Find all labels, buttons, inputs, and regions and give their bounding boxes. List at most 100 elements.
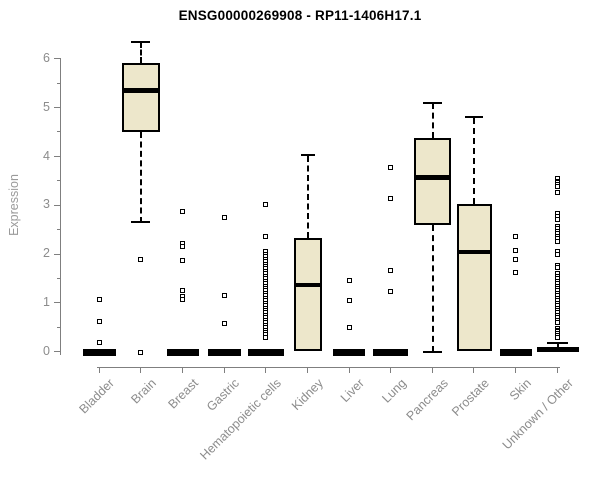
outlier-point — [346, 278, 352, 284]
y-tick-minor — [56, 277, 60, 279]
collapsed-box-4 — [247, 349, 284, 356]
x-axis-line — [97, 366, 560, 368]
outlier-point — [180, 296, 186, 302]
box-1 — [121, 62, 160, 133]
outlier-point — [555, 216, 561, 222]
outlier-point — [263, 233, 269, 239]
upper-whisker — [306, 155, 309, 238]
outlier-point — [388, 195, 394, 201]
x-tick — [390, 366, 392, 373]
upper-whisker-cap — [547, 341, 569, 344]
outlier-point — [263, 334, 269, 340]
lower-whisker — [431, 224, 434, 352]
outlier-point — [180, 243, 186, 249]
lower-whisker-cap — [423, 350, 443, 353]
outlier-point — [96, 296, 102, 302]
chart-title: ENSG00000269908 - RP11-1406H17.1 — [178, 8, 422, 23]
y-tick-minor — [56, 131, 60, 133]
outlier-point — [388, 268, 394, 274]
upper-whisker-cap — [300, 154, 315, 157]
x-tick — [98, 366, 100, 373]
y-tick-label: 2 — [43, 246, 50, 261]
x-tick — [348, 366, 350, 373]
outlier-point — [555, 184, 561, 190]
y-tick-major — [53, 351, 60, 353]
x-tick — [181, 366, 183, 373]
upper-whisker-cap — [131, 40, 151, 43]
outlier-point — [221, 321, 227, 327]
y-tick-label: 3 — [43, 197, 50, 212]
outlier-point — [221, 293, 227, 299]
outlier-point — [388, 289, 394, 295]
upper-whisker-cap — [465, 116, 484, 119]
y-tick-minor — [56, 180, 60, 182]
outlier-point — [180, 209, 186, 215]
collapsed-box-0 — [82, 349, 116, 356]
y-tick-label: 1 — [43, 295, 50, 310]
y-tick-minor — [56, 82, 60, 84]
x-tick — [473, 366, 475, 373]
outlier-point — [96, 340, 102, 346]
collapsed-box-10 — [499, 349, 532, 356]
outlier-point — [138, 256, 144, 262]
y-tick-major — [53, 155, 60, 157]
outlier-point — [513, 257, 519, 263]
outlier-point — [555, 320, 561, 326]
outlier-point — [138, 349, 144, 355]
outlier-point — [346, 325, 352, 331]
y-tick-label: 6 — [43, 50, 50, 65]
y-tick-label: 5 — [43, 99, 50, 114]
outlier-point — [180, 288, 186, 294]
outlier-point — [221, 215, 227, 221]
outlier-point — [555, 334, 561, 340]
outlier-point — [555, 264, 561, 270]
y-tick-label: 0 — [43, 344, 50, 358]
x-tick — [223, 366, 225, 373]
y-tick-major — [53, 253, 60, 255]
y-tick-major — [53, 204, 60, 206]
lower-whisker-cap — [131, 221, 151, 224]
median-8 — [414, 175, 452, 180]
x-tick — [431, 366, 433, 373]
collapsed-box-7 — [373, 349, 409, 356]
x-tick — [306, 366, 308, 373]
outlier-point — [555, 251, 561, 257]
box-5 — [293, 237, 322, 352]
median-9 — [456, 249, 492, 255]
outlier-point — [555, 238, 561, 244]
y-tick-minor — [56, 326, 60, 328]
y-axis-label: Expression — [7, 174, 21, 236]
outlier-point — [513, 269, 519, 275]
outlier-point — [513, 248, 519, 254]
upper-whisker — [473, 117, 476, 204]
outlier-point — [263, 201, 269, 207]
collapsed-box-6 — [333, 349, 366, 356]
box-9 — [456, 203, 492, 352]
outlier-point — [555, 190, 561, 196]
upper-whisker — [556, 343, 559, 348]
outlier-point — [96, 319, 102, 325]
outlier-point — [346, 298, 352, 304]
x-tick — [556, 366, 558, 373]
upper-whisker — [431, 102, 434, 139]
y-tick-major — [53, 302, 60, 304]
box-8 — [414, 138, 452, 225]
collapsed-box-2 — [166, 349, 199, 356]
y-tick-label: 4 — [43, 148, 50, 163]
y-tick-major — [53, 58, 60, 60]
median-5 — [293, 282, 322, 288]
y-tick-minor — [56, 229, 60, 231]
outlier-point — [388, 164, 394, 170]
x-tick — [265, 366, 267, 373]
median-11 — [536, 346, 579, 352]
collapsed-box-3 — [207, 349, 241, 356]
upper-whisker-cap — [423, 101, 443, 104]
lower-whisker — [139, 132, 142, 223]
median-1 — [121, 88, 160, 93]
upper-whisker — [139, 41, 142, 63]
x-tick — [140, 366, 142, 373]
outlier-point — [513, 234, 519, 240]
y-axis-line — [60, 58, 61, 355]
y-tick-major — [53, 107, 60, 108]
